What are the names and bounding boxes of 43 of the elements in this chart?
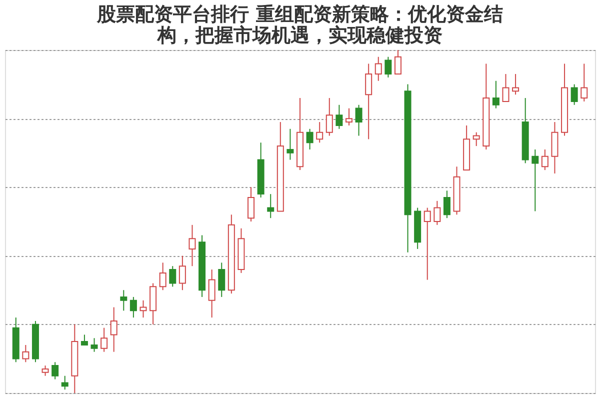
candlestick bbox=[42, 365, 49, 376]
candlestick bbox=[286, 128, 294, 160]
candlestick bbox=[502, 74, 510, 102]
candlestick bbox=[169, 266, 176, 288]
candlestick bbox=[424, 207, 431, 280]
candlestick bbox=[316, 122, 324, 144]
candlestick bbox=[130, 296, 137, 318]
text: 股票配资平台排行 重组配资新策略：优化资金结 bbox=[97, 4, 503, 26]
candlestick bbox=[120, 290, 128, 312]
candlestick bbox=[345, 108, 352, 126]
candlestick bbox=[541, 148, 548, 171]
candlestick bbox=[434, 200, 441, 226]
candlestick bbox=[178, 255, 186, 291]
candlestick bbox=[374, 56, 382, 82]
candlestick bbox=[22, 344, 30, 363]
candlestick bbox=[208, 269, 216, 318]
candlestick bbox=[532, 148, 539, 212]
candlestick bbox=[336, 104, 343, 130]
candlestick bbox=[512, 74, 520, 96]
candlestick bbox=[100, 327, 108, 352]
candlestick bbox=[384, 56, 392, 78]
candlestick bbox=[110, 306, 118, 352]
text: 构，把握市场机遇，实现稳健投资 bbox=[158, 24, 442, 46]
candlestick bbox=[355, 104, 362, 136]
candlestick bbox=[248, 186, 255, 222]
candlestick bbox=[80, 334, 88, 346]
candlestick bbox=[365, 63, 372, 140]
candlestick bbox=[580, 63, 588, 102]
candlestick bbox=[188, 224, 196, 267]
candlestick bbox=[61, 375, 68, 390]
candlestick bbox=[394, 50, 402, 75]
candlestick bbox=[90, 338, 98, 352]
candlestick bbox=[267, 194, 274, 219]
candlestick bbox=[306, 128, 314, 150]
candlestick bbox=[140, 300, 147, 318]
candlestick bbox=[159, 262, 166, 291]
candlestick bbox=[218, 262, 226, 298]
candlestick bbox=[492, 80, 500, 109]
candlestick bbox=[52, 362, 59, 380]
candlestick bbox=[443, 190, 450, 219]
candlestick bbox=[326, 98, 333, 136]
candlestick bbox=[570, 84, 578, 106]
candlestick bbox=[472, 132, 480, 147]
